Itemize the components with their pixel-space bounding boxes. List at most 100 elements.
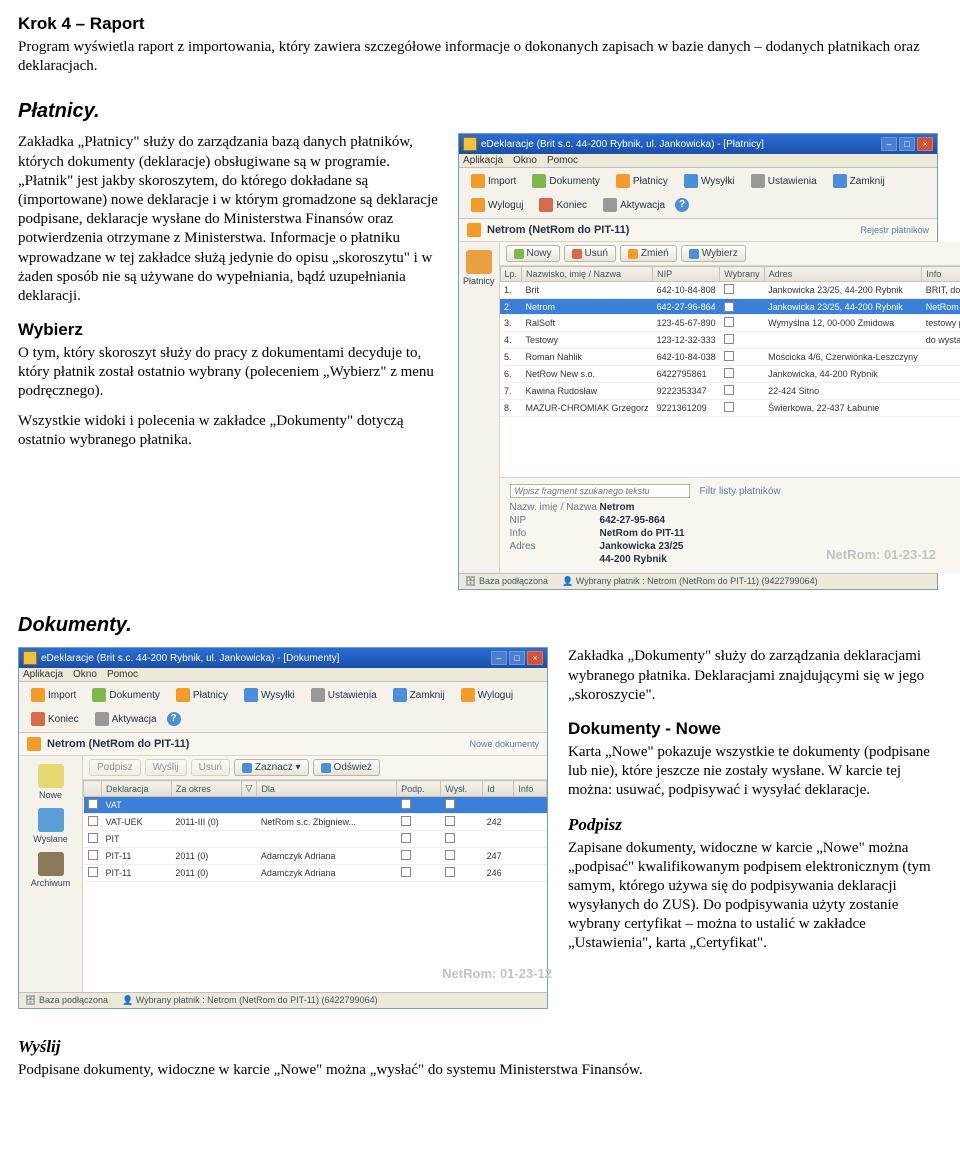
wyslij-heading: Wyślij xyxy=(18,1037,942,1057)
btn-zmien[interactable]: Zmień xyxy=(620,245,677,262)
maximize-button[interactable]: □ xyxy=(899,137,915,151)
tb-dokumenty[interactable]: Dokumenty xyxy=(86,685,166,705)
tb-aktywacja[interactable]: Aktywacja xyxy=(89,709,163,729)
shipments-icon xyxy=(244,688,258,702)
nowe-para: Karta „Nowe" pokazuje wszystkie te dokum… xyxy=(568,743,942,801)
shipments-icon xyxy=(684,174,698,188)
btn-podpisz[interactable]: Podpisz xyxy=(89,759,141,776)
sidebar-item-nowe[interactable]: Nowe xyxy=(21,760,80,804)
platnicy-para1: Zakładka „Płatnicy" służy do zarządzania… xyxy=(18,133,448,306)
new-docs-icon xyxy=(38,764,64,788)
table-row[interactable]: PIT-112011 (0)Adamczyk Adriana246 xyxy=(84,865,547,882)
sidebar-item-platnicy[interactable]: Płatnicy xyxy=(461,246,497,290)
tb-aktywacja[interactable]: Aktywacja xyxy=(597,195,671,215)
menu-okno[interactable]: Okno xyxy=(513,155,537,166)
minimize-button[interactable]: – xyxy=(491,651,507,665)
titlebar: eDeklaracje (Brit s.c. 44-200 Rybnik, ul… xyxy=(459,134,937,154)
close-button[interactable]: × xyxy=(527,651,543,665)
logout-icon xyxy=(471,198,485,212)
val-adres: Jankowicka 23/25 xyxy=(600,541,684,552)
table-row[interactable]: 6.NetRow New s.o.6422795861Jankowicka, 4… xyxy=(500,366,960,383)
lbl-name: Nazw. imię / Nazwa xyxy=(510,502,600,513)
dokumenty-heading: Dokumenty. xyxy=(18,614,942,637)
tb-koniec[interactable]: Koniec xyxy=(25,709,85,729)
activate-icon xyxy=(603,198,617,212)
btn-odswiez[interactable]: Odśwież xyxy=(313,759,380,776)
tb-platnicy[interactable]: Płatnicy xyxy=(170,685,234,705)
menu-aplikacja[interactable]: Aplikacja xyxy=(463,155,503,166)
activate-icon xyxy=(95,712,109,726)
menu-okno[interactable]: Okno xyxy=(73,669,97,680)
check-icon xyxy=(242,763,252,773)
search-input[interactable] xyxy=(510,484,690,498)
tb-zamknij[interactable]: Zamknij xyxy=(827,171,891,191)
minimize-button[interactable]: – xyxy=(881,137,897,151)
menu-pomoc[interactable]: Pomoc xyxy=(107,669,138,680)
table-row[interactable]: 1.Brit642-10-84-808Jankowicka 23/25, 44-… xyxy=(500,282,960,299)
tb-ustawienia[interactable]: Ustawienia xyxy=(745,171,823,191)
table-row[interactable]: PIT-112011 (0)Adamczyk Adriana247 xyxy=(84,848,547,865)
menubar-dok: Aplikacja Okno Pomoc xyxy=(19,668,547,682)
tb-koniec[interactable]: Koniec xyxy=(533,195,593,215)
tb-ustawienia[interactable]: Ustawienia xyxy=(305,685,383,705)
maximize-button[interactable]: □ xyxy=(509,651,525,665)
help-icon[interactable]: ? xyxy=(675,198,689,212)
table-row[interactable]: PIT xyxy=(84,831,547,848)
widoki-para: Wszystkie widoki i polecenia w zakładce … xyxy=(18,412,448,450)
col-id[interactable]: Id xyxy=(483,781,514,797)
tb-wysylki[interactable]: Wysyłki xyxy=(238,685,301,705)
table-row[interactable]: 7.Kawina Rudosław922235334722-424 Sitno xyxy=(500,383,960,400)
app-icon xyxy=(23,651,37,665)
tb-dokumenty[interactable]: Dokumenty xyxy=(526,171,606,191)
menu-aplikacja[interactable]: Aplikacja xyxy=(23,669,63,680)
filter-label: Filtr listy płatników xyxy=(700,486,781,497)
tb-wyloguj[interactable]: Wyloguj xyxy=(455,685,519,705)
col-dla[interactable]: Dla xyxy=(257,781,397,797)
close-tab-icon xyxy=(393,688,407,702)
btn-wyslij[interactable]: Wyślij xyxy=(145,759,187,776)
btn-nowy[interactable]: Nowy xyxy=(506,245,560,262)
col-nip[interactable]: NIP xyxy=(653,267,720,282)
table-row[interactable]: 2.Netrom642-27-96-864✓Jankowicka 23/25, … xyxy=(500,299,960,315)
col-wybrany[interactable]: Wybrany xyxy=(720,267,764,282)
btn-wybierz[interactable]: Wybierz xyxy=(681,245,746,262)
close-button[interactable]: × xyxy=(917,137,933,151)
col-info-d[interactable]: Info xyxy=(514,781,547,797)
table-row[interactable]: VAT xyxy=(84,797,547,814)
col-podp[interactable]: Podp. xyxy=(397,781,441,797)
tb-wysylki[interactable]: Wysyłki xyxy=(678,171,741,191)
col-name[interactable]: Nazwisko, imię / Nazwa xyxy=(522,267,653,282)
wybierz-heading: Wybierz xyxy=(18,320,448,340)
col-okres[interactable]: Za okres xyxy=(171,781,241,797)
col-sort[interactable]: ▽ xyxy=(241,781,257,797)
col-wysl[interactable]: Wysł. xyxy=(441,781,483,797)
table-row[interactable]: 3.RalSoft123-45-67-890Wymyślna 12, 00-00… xyxy=(500,315,960,332)
btn-zaznacz[interactable]: Zaznacz ▾ xyxy=(234,759,309,776)
sidebar-item-wyslane[interactable]: Wysłane xyxy=(21,804,80,848)
val-name: Netrom xyxy=(600,502,635,513)
table-row[interactable]: 8.MAZUR-CHROMIAK Grzegorz9221361209Świer… xyxy=(500,400,960,417)
tb-platnicy[interactable]: Płatnicy xyxy=(610,171,674,191)
col-info[interactable]: Info xyxy=(922,267,960,282)
btn-usun[interactable]: Usuń xyxy=(564,245,616,262)
col-dekl[interactable]: Deklaracja xyxy=(102,781,172,797)
col-adres[interactable]: Adres xyxy=(764,267,922,282)
watermark: NetRom: 01-23-12 xyxy=(826,547,936,562)
menu-pomoc[interactable]: Pomoc xyxy=(547,155,578,166)
table-row[interactable]: VAT-UEK2011-III (0)NetRom s.c. Zbigniew.… xyxy=(84,814,547,831)
col-lp[interactable]: Lp. xyxy=(500,267,522,282)
val-nip: 642-27-95-864 xyxy=(600,515,666,526)
step4-para: Program wyświetla raport z importowania,… xyxy=(18,38,942,76)
documents-icon xyxy=(92,688,106,702)
sidebar-item-archiwum[interactable]: Archiwum xyxy=(21,848,80,892)
tb-import[interactable]: Import xyxy=(465,171,522,191)
tb-wyloguj[interactable]: Wyloguj xyxy=(465,195,529,215)
wybierz-para: O tym, który skoroszyt służy do pracy z … xyxy=(18,344,448,402)
table-row[interactable]: 4.Testowy123-12-32-333do wystawiania duż… xyxy=(500,332,960,349)
table-row[interactable]: 5.Roman Nahlik642-10-84-038Mościcka 4/6,… xyxy=(500,349,960,366)
btn-usun[interactable]: Usuń xyxy=(191,759,230,776)
subtitle-bar: Netrom (NetRom do PIT-11) Rejestr płatni… xyxy=(459,219,937,242)
tb-import[interactable]: Import xyxy=(25,685,82,705)
tb-zamknij[interactable]: Zamknij xyxy=(387,685,451,705)
help-icon[interactable]: ? xyxy=(167,712,181,726)
